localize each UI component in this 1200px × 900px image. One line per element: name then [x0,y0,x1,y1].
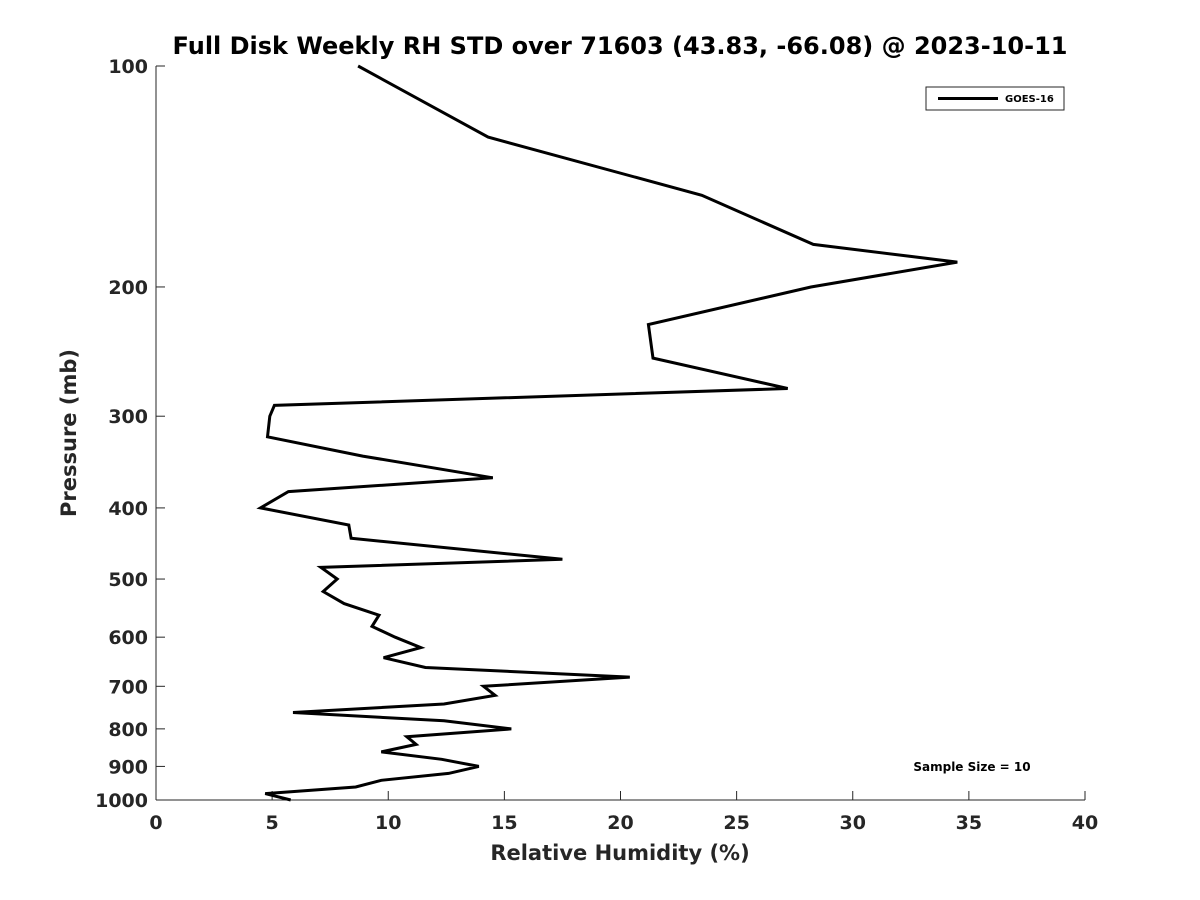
x-tick-label: 10 [375,812,401,834]
sample-size-annotation: Sample Size = 10 [913,760,1030,774]
y-tick-label: 800 [108,719,148,741]
y-axis-ticks: 100 200 300 400 500 600 700 800 900 1000 [95,56,165,812]
y-tick-label: 1000 [95,790,148,812]
y-tick-label: 900 [108,756,148,778]
x-tick-label: 40 [1072,812,1098,834]
x-axis-ticks: 0 5 10 15 20 25 30 35 40 [149,791,1098,834]
series-layer [256,64,958,802]
legend-entry-goes16: GOES-16 [1005,94,1054,105]
chart-title: Full Disk Weekly RH STD over 71603 (43.8… [173,32,1068,60]
x-tick-label: 35 [956,812,982,834]
legend: GOES-16 [925,86,1065,111]
y-tick-label: 600 [108,627,148,649]
x-axis-label: Relative Humidity (%) [490,841,749,865]
y-tick-label: 100 [108,56,148,78]
y-tick-label: 500 [108,569,148,591]
x-tick-label: 30 [840,812,866,834]
y-tick-label: 700 [108,676,148,698]
y-tick-label: 400 [108,498,148,520]
y-tick-label: 300 [108,406,148,428]
x-tick-label: 5 [266,812,279,834]
plot-area: 0 5 10 15 20 25 30 35 40 100 200 300 400 500 600 700 80… [95,56,1098,834]
y-axis-label: Pressure (mb) [57,349,81,517]
y-tick-label: 200 [108,277,148,299]
x-tick-label: 15 [491,812,517,834]
x-tick-label: 20 [607,812,633,834]
x-tick-label: 25 [723,812,749,834]
series-line-goes16 [256,64,958,802]
x-tick-label: 0 [149,812,162,834]
